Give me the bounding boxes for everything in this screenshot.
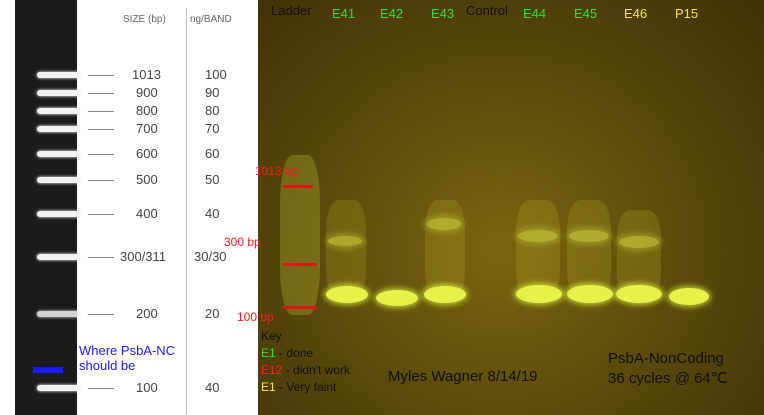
lane-label: E45 [574, 6, 598, 21]
ladder-lane-image [15, 0, 81, 415]
ladder-band [37, 90, 81, 96]
size-label: 600 [136, 146, 158, 161]
marker-label-100: 100 bp [237, 310, 274, 324]
ladder-tick [88, 388, 114, 389]
psba-expected-marker [33, 367, 63, 373]
ng-header: ng/BAND [190, 14, 232, 25]
ladder-tick [88, 111, 114, 112]
lane-label: E44 [523, 6, 547, 21]
method-caption-line1: PsbA-NonCoding [608, 350, 724, 367]
ng-label: 60 [205, 146, 220, 161]
ng-label: 20 [205, 306, 220, 321]
lane-smear [516, 200, 560, 300]
ladder-tick [88, 75, 114, 76]
author-caption: Myles Wagner 8/14/19 [388, 368, 538, 385]
ladder-band [37, 151, 81, 157]
lane-label-ladder: Ladder [271, 3, 312, 18]
lane-label: E41 [332, 6, 356, 21]
ladder-tick [88, 314, 114, 315]
ng-label: 80 [205, 103, 220, 118]
ladder-band [37, 254, 81, 260]
psba-expected-note: Where PsbA-NC should be [79, 343, 176, 373]
marker-line-300 [283, 263, 317, 266]
key-entry: E1 - done [261, 346, 313, 361]
ladder-band [37, 72, 81, 78]
size-label: 300/311 [120, 249, 167, 264]
lane-label-control: Control [466, 3, 508, 18]
key-text: - done [275, 346, 314, 360]
gel-band-faint [518, 230, 558, 242]
marker-label-1013: 1013 bp [255, 164, 299, 178]
gel-band-main [424, 286, 466, 303]
ladder-band [37, 385, 81, 391]
lane-smear [326, 200, 366, 300]
lane-label: E43 [431, 6, 455, 21]
ladder-reference-chart: SIZE (bp) ng/BAND 1013 900 800 700 600 5… [0, 0, 258, 415]
key-entry: E12 - didn't work [261, 363, 350, 378]
key-code: E12 [261, 363, 283, 377]
gel-band-main [516, 285, 562, 303]
ladder-tick [88, 214, 114, 215]
gel-band-main [669, 288, 709, 305]
ng-label: 40 [205, 206, 220, 221]
gel-band-main [567, 285, 613, 303]
ladder-band [37, 211, 81, 217]
size-label: 500 [136, 172, 158, 187]
gel-image: Ladder E41 E42 E43 Control E44 E45 E46 P… [224, 0, 764, 415]
ng-label: 40 [205, 380, 220, 395]
ladder-tick [88, 93, 114, 94]
key-entry: E1 - Very faint [261, 380, 336, 395]
ng-label: 70 [205, 121, 220, 136]
key-code: E1 [261, 346, 276, 360]
ladder-lane-smear [280, 155, 320, 315]
ladder-tick [88, 154, 114, 155]
ladder-tick [88, 129, 114, 130]
size-label: 400 [136, 206, 158, 221]
ng-label: 100 [205, 67, 227, 82]
ladder-band [37, 126, 81, 132]
lane-smear [567, 200, 611, 300]
lane-label: E42 [380, 6, 404, 21]
size-label: 200 [136, 306, 158, 321]
gel-band-faint [619, 236, 659, 248]
size-label: 1013 [132, 67, 161, 82]
size-label: 100 [136, 380, 158, 395]
size-label: 800 [136, 103, 158, 118]
gel-band-faint [427, 218, 461, 230]
gel-band-main [616, 285, 662, 303]
ladder-tick [88, 180, 114, 181]
size-header: SIZE (bp) [123, 14, 166, 25]
key-text: - Very faint [275, 380, 337, 394]
gel-band-faint [328, 236, 362, 246]
marker-line-1013 [283, 185, 313, 188]
key-code: E1 [261, 380, 276, 394]
gel-band-faint [569, 230, 609, 242]
ladder-tick [88, 257, 114, 258]
lane-label: P15 [675, 6, 699, 21]
ng-label: 30/30 [194, 249, 227, 264]
size-label: 700 [136, 121, 158, 136]
lane-smear [425, 200, 465, 300]
ladder-band [37, 177, 81, 183]
size-label: 900 [136, 85, 158, 100]
column-divider [186, 8, 187, 415]
method-caption-line2: 36 cycles @ 64℃ [608, 370, 728, 387]
ladder-band [37, 311, 81, 317]
marker-label-300: 300 bp [224, 235, 261, 249]
gel-band-main [376, 290, 418, 306]
ladder-band [37, 108, 81, 114]
key-text: - didn't work [282, 363, 351, 377]
lane-label: E46 [624, 6, 648, 21]
ng-label: 90 [205, 85, 220, 100]
key-title: Key [261, 329, 282, 343]
gel-band-main [326, 286, 368, 303]
marker-line-100 [283, 306, 317, 309]
ng-label: 50 [205, 172, 220, 187]
